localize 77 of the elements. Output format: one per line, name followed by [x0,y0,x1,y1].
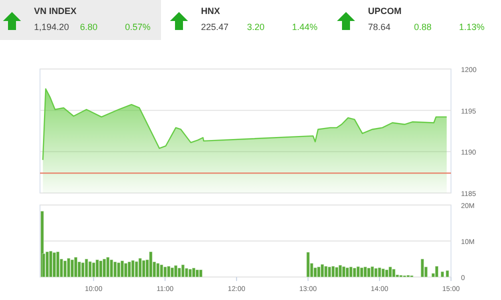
bar [131,260,135,278]
bar [367,268,370,278]
bar [349,266,353,278]
bar [160,264,164,278]
bar [113,262,117,278]
bar [338,264,342,278]
bar [128,262,131,278]
bar [167,266,170,278]
bar [149,252,152,278]
bar [192,268,196,278]
bar [52,252,56,278]
bar [163,266,167,278]
bar [378,267,382,278]
text: UPCOM [368,6,402,16]
text: 0.88 [414,22,432,32]
bar [381,268,385,278]
bar [117,262,120,278]
bar [84,258,88,278]
bar [96,260,99,278]
bar [385,270,388,278]
bar [364,266,367,278]
bar [420,258,424,278]
bar [178,268,181,278]
bar [331,266,335,278]
text: 0.57% [125,22,151,32]
bar [370,266,374,278]
bar [74,257,78,278]
bar [196,270,199,278]
bar [174,265,178,278]
bar [356,266,360,278]
bar [342,266,346,278]
bar [184,268,188,278]
bar [142,260,146,278]
bar [170,267,174,278]
bar [181,264,185,278]
bar [102,258,106,278]
bar [346,267,349,278]
text: VN INDEX [34,6,77,16]
text: HNX [201,6,220,16]
bar [199,270,202,278]
bar [188,268,192,278]
bar [120,260,124,278]
bar [388,266,392,278]
bar [134,261,138,278]
bar [49,250,52,278]
bar [63,260,67,278]
text: 1.44% [292,22,318,32]
bar [320,264,324,278]
bar [435,266,438,278]
text: 225.47 [201,22,229,32]
bar [81,262,85,278]
bar [360,267,364,278]
text: 1.13% [459,22,485,32]
bar [70,260,74,278]
bar [88,261,92,278]
bar [110,260,114,278]
bar [328,266,332,278]
bar [106,257,110,278]
bar [335,267,338,278]
text: 6.80 [80,22,98,32]
bar [317,266,320,278]
bar [92,262,96,278]
text: 1,194.20 [34,22,70,32]
bar [306,252,310,278]
bar [324,266,328,278]
bar [66,258,70,278]
bar [138,258,142,278]
text: 3.20 [247,22,265,32]
bar [392,268,396,278]
text: 78.64 [368,22,391,32]
bar [124,263,128,278]
bar [352,268,356,278]
bar [156,263,160,278]
bar [374,268,378,278]
bar [56,252,60,278]
bar [99,260,102,278]
bar [314,267,317,278]
